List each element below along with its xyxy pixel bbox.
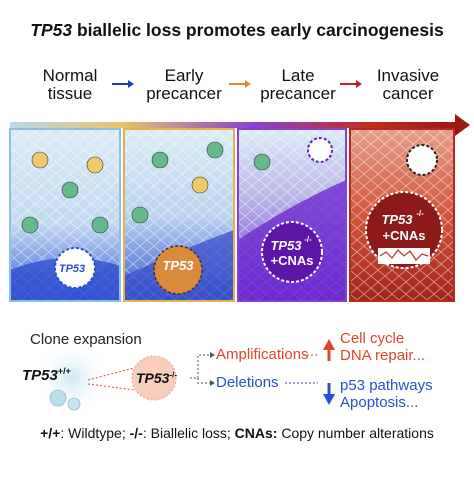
mut-genotype-label: TP53-/- (136, 370, 177, 386)
up-line-1: Cell cycle (340, 330, 405, 347)
stage-4-line2: cancer (382, 84, 434, 103)
p3-clone-sup: -/- (304, 235, 312, 244)
up-arrow-icon (323, 339, 335, 361)
stage-3-line1: Late (281, 66, 315, 85)
title-rest: biallelic loss promotes early carcinogen… (72, 20, 444, 40)
p4-clone-sup: -/- (416, 209, 424, 218)
title-gene: TP53 (30, 20, 73, 40)
legend-val-1: : Wildtype; (60, 425, 130, 441)
stage-normal-tissue: Normal tissue (30, 67, 110, 103)
mut-sup: -/- (169, 370, 178, 380)
wt-clone-cell-2 (67, 397, 81, 411)
panel-early-precancer: TP53 (124, 129, 234, 301)
panel-3-frame (237, 128, 347, 302)
legend-key-3: CNAs: (234, 425, 278, 441)
stage-invasive-cancer: Invasive cancer (358, 67, 458, 103)
legend-footer: +/+: Wildtype; -/-: Biallelic loss; CNAs… (0, 425, 474, 441)
up-line-2: DNA repair... (340, 347, 426, 364)
mut-gene: TP53 (136, 370, 170, 386)
legend-key-2: -/- (129, 425, 143, 441)
progression-band (10, 122, 455, 128)
wt-sup: +/+ (57, 366, 71, 376)
panel-1-frame (9, 128, 121, 302)
legend-val-2: : Biallelic loss; (142, 425, 235, 441)
panel-4-frame (349, 128, 455, 302)
upregulated-pathways: Cell cycle DNA repair... (340, 330, 425, 364)
clone-expansion-label: Clone expansion (30, 331, 142, 348)
expansion-line-top (87, 367, 135, 381)
branch-up (190, 354, 210, 379)
down-line-1: p53 pathways (340, 377, 433, 394)
stage-early-precancer: Early precancer (134, 67, 234, 103)
legend-key-1: +/+ (40, 425, 61, 441)
panel-late-precancer: TP53 -/- +CNAs (238, 129, 346, 301)
wt-gene: TP53 (22, 367, 58, 384)
wt-clone-cell (49, 389, 67, 407)
stage-1-line1: Normal (42, 66, 98, 85)
deletions-label: Deletions (216, 374, 279, 391)
panel-2-frame (123, 128, 235, 302)
amplifications-label: Amplifications (216, 346, 309, 363)
downregulated-pathways: p53 pathways Apoptosis... (340, 377, 433, 411)
stage-2-line2: precancer (146, 84, 222, 103)
stage-2-line1: Early (164, 66, 204, 85)
panel-invasive-cancer: TP53 -/- +CNAs (350, 129, 454, 301)
stage-late-precancer: Late precancer (248, 67, 348, 103)
p1-clone-label: TP53 (59, 263, 85, 275)
p2-clone-label: TP53 (162, 258, 194, 273)
p3-clone-extra: +CNAs (271, 253, 314, 268)
stage-3-line2: precancer (260, 84, 336, 103)
stage-4-line1: Invasive (376, 66, 440, 85)
p3-clone-gene: TP53 (270, 238, 302, 253)
figure-title: TP53 biallelic loss promotes early carci… (0, 20, 474, 41)
arrow-blue-icon (112, 80, 134, 88)
p4-clone-extra: +CNAs (383, 228, 426, 243)
panel-normal-tissue: TP53 (10, 129, 120, 301)
down-arrow-icon (323, 383, 335, 405)
p4-clone-gene: TP53 (381, 212, 413, 227)
wt-genotype-label: TP53+/+ (22, 366, 71, 384)
legend-val-3: Copy number alterations (277, 425, 434, 441)
branch-down (197, 378, 210, 384)
down-line-2: Apoptosis... (340, 394, 419, 411)
expansion-line-bottom (87, 383, 135, 391)
progression-arrowhead-icon (455, 114, 470, 136)
stage-1-line2: tissue (47, 84, 93, 103)
